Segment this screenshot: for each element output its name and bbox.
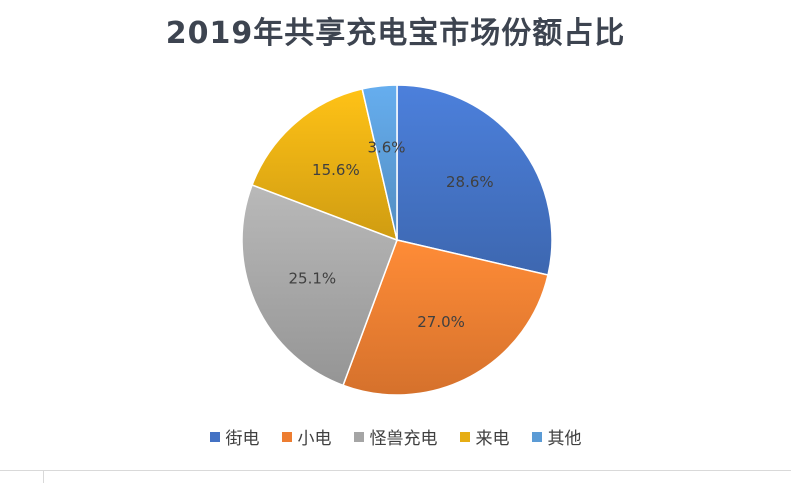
legend-swatch (531, 431, 542, 442)
legend-swatch (209, 431, 220, 442)
divider-line (0, 470, 791, 471)
pie-slice (241, 183, 398, 387)
pie-slice (251, 88, 399, 242)
legend-label: 街电 (225, 429, 260, 449)
legend-item: 来电 (459, 424, 510, 449)
pie-slice (342, 239, 549, 396)
legend-item: 其他 (531, 424, 582, 449)
legend-item: 怪兽充电 (353, 424, 438, 449)
legend-label: 其他 (547, 429, 582, 449)
legend-label: 小电 (297, 429, 332, 449)
legend-label: 来电 (475, 429, 510, 449)
legend-swatch (459, 431, 470, 442)
pie-slice (361, 84, 398, 241)
slice-data-label: 25.1% (288, 269, 336, 287)
divider-tick (43, 470, 44, 483)
legend-item: 小电 (281, 424, 332, 449)
legend-swatch (353, 431, 364, 442)
legend-swatch (281, 431, 292, 442)
slice-data-label: 28.6% (446, 173, 494, 191)
slice-data-label: 3.6% (367, 139, 405, 157)
legend: 街电 小电 怪兽充电 来电 其他 (0, 424, 791, 449)
legend-label: 怪兽充电 (369, 429, 438, 449)
legend-item: 街电 (209, 424, 260, 449)
slice-data-label: 15.6% (312, 161, 360, 179)
chart-title: 2019年共享充电宝市场份额占比 (165, 16, 626, 51)
slice-data-label: 27.0% (417, 313, 465, 331)
pie-slice (396, 84, 553, 276)
